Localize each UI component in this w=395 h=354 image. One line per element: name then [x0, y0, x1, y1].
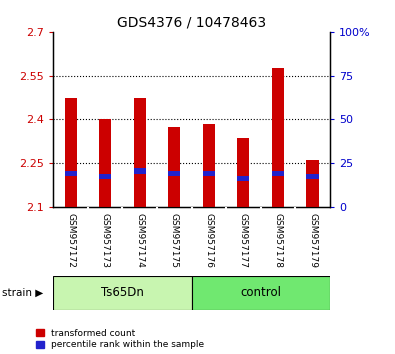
Text: GSM957175: GSM957175 — [170, 213, 179, 268]
Text: strain ▶: strain ▶ — [2, 288, 43, 298]
Bar — [64, 171, 77, 176]
Bar — [53, 276, 192, 310]
Bar — [307, 174, 319, 179]
Bar — [307, 160, 319, 207]
Text: GSM957178: GSM957178 — [273, 213, 282, 268]
Text: GSM957179: GSM957179 — [308, 213, 317, 268]
Bar — [272, 171, 284, 176]
Text: control: control — [240, 286, 281, 299]
Bar — [64, 98, 77, 207]
Text: Ts65Dn: Ts65Dn — [101, 286, 144, 299]
Text: GSM957177: GSM957177 — [239, 213, 248, 268]
Bar — [203, 124, 215, 207]
Title: GDS4376 / 10478463: GDS4376 / 10478463 — [117, 15, 266, 29]
Bar — [99, 120, 111, 207]
Bar — [134, 168, 146, 173]
Bar — [134, 98, 146, 207]
Bar — [168, 171, 181, 176]
Legend: transformed count, percentile rank within the sample: transformed count, percentile rank withi… — [36, 329, 205, 349]
Bar — [168, 127, 181, 207]
Text: GSM957172: GSM957172 — [66, 213, 75, 268]
Text: GSM957174: GSM957174 — [135, 213, 144, 268]
Bar — [192, 276, 330, 310]
Bar — [99, 174, 111, 179]
Bar — [272, 68, 284, 207]
Text: GSM957173: GSM957173 — [101, 213, 110, 268]
Text: GSM957176: GSM957176 — [204, 213, 213, 268]
Bar — [237, 176, 250, 181]
Bar — [203, 171, 215, 176]
Bar — [237, 138, 250, 207]
